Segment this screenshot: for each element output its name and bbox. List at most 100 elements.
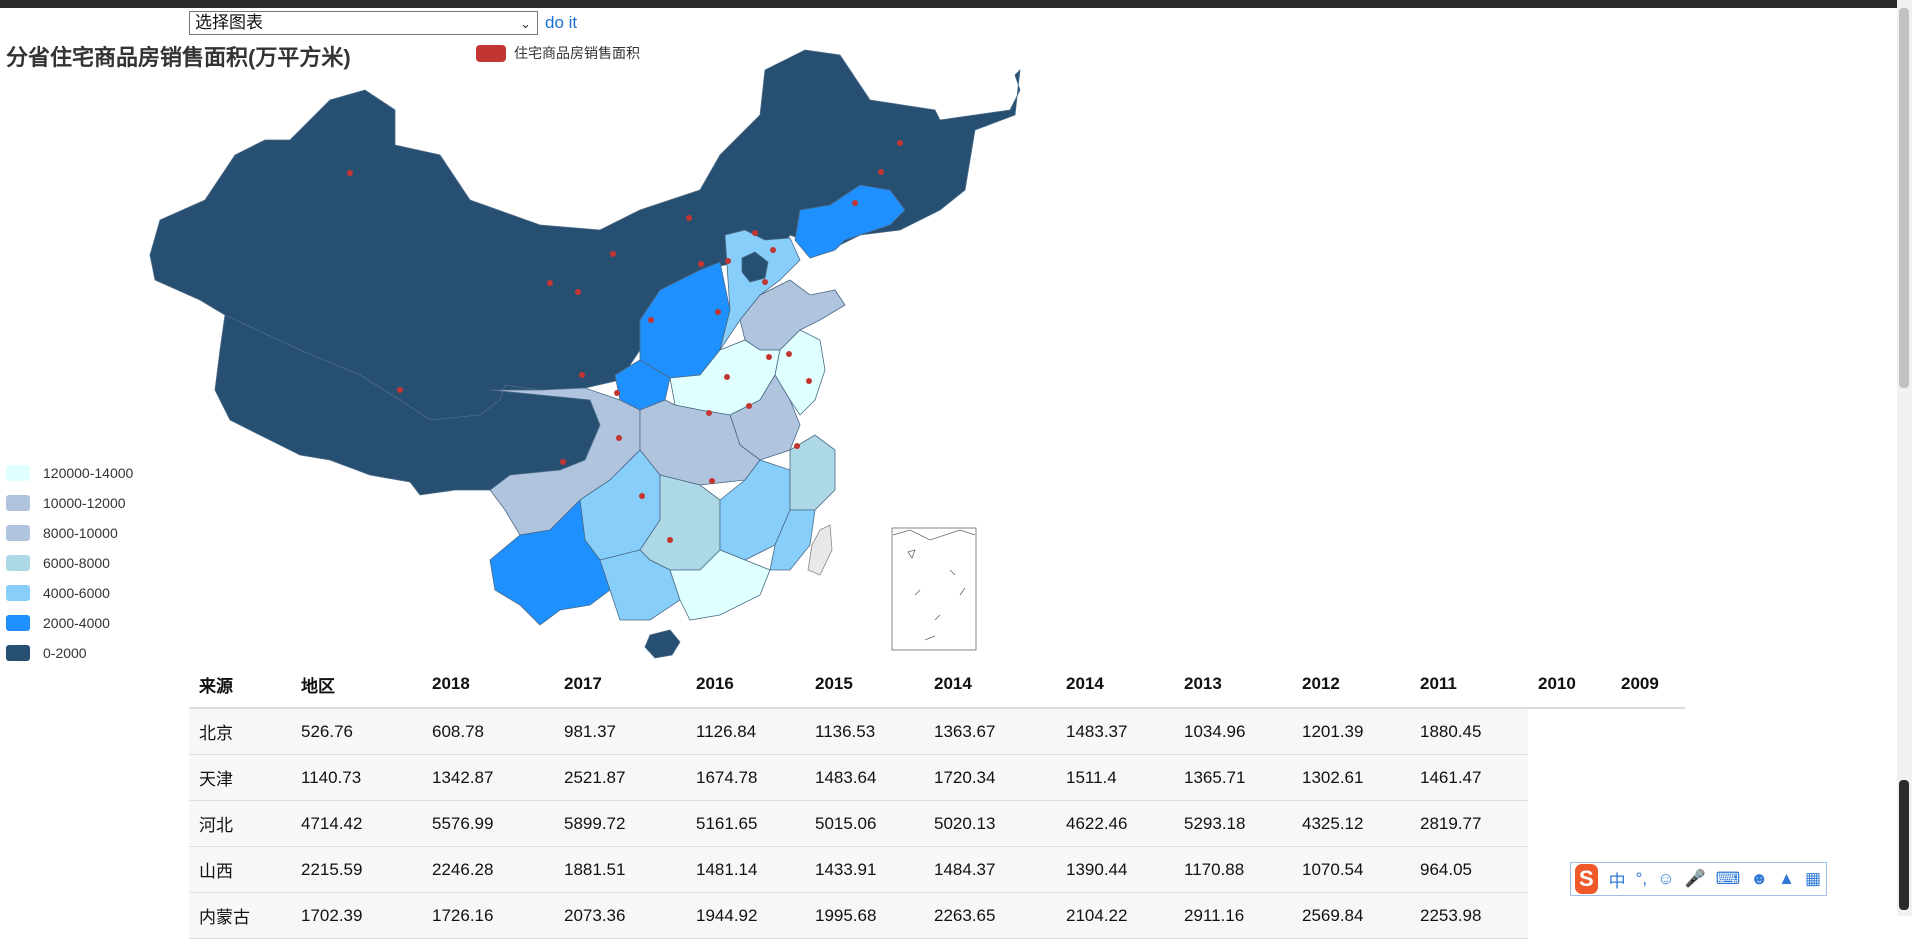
visual-map-swatch xyxy=(6,585,30,601)
visual-map-item[interactable]: 10000-12000 xyxy=(6,488,133,518)
table-row: 天津 1140.73 1342.87 2521.87 1674.78 1483.64 172… xyxy=(189,754,1685,801)
visual-map-legend: 120000-14000 10000-12000 8000-10000 6000… xyxy=(6,458,133,668)
value-cell: 5576.99 xyxy=(422,800,554,847)
visual-map-item[interactable]: 2000-4000 xyxy=(6,608,133,638)
grid-menu-icon[interactable]: ▦ xyxy=(1804,869,1821,888)
column-header: 2018 xyxy=(422,661,554,709)
province-jilin[interactable] xyxy=(794,184,906,259)
visual-map-swatch xyxy=(6,525,30,541)
visual-map-item[interactable]: 4000-6000 xyxy=(6,578,133,608)
value-cell: 1126.84 xyxy=(686,708,805,755)
value-cell: 1674.78 xyxy=(686,754,805,801)
map-title: 分省住宅商品房销售面积(万平方米) xyxy=(6,45,351,70)
value-cell: 5015.06 xyxy=(805,800,924,847)
value-cell: 1720.34 xyxy=(924,754,1056,801)
value-cell: 1363.67 xyxy=(924,708,1056,755)
table-header-row: 来源 地区 2018 2017 2016 2015 2014 2014 2013… xyxy=(189,661,1685,709)
chart-select-dropdown[interactable]: 选择图表 ⌄ xyxy=(189,11,538,35)
empty-cell xyxy=(1528,708,1611,755)
province-yunnan[interactable] xyxy=(489,499,611,626)
region-cell: 天津 xyxy=(189,754,291,801)
visual-map-swatch xyxy=(6,465,30,481)
value-cell: 1484.37 xyxy=(924,846,1056,893)
province-beijing[interactable] xyxy=(741,251,769,283)
value-cell: 1342.87 xyxy=(422,754,554,801)
value-cell: 1170.88 xyxy=(1174,846,1292,893)
value-cell: 1140.73 xyxy=(291,754,422,801)
value-cell: 1461.47 xyxy=(1410,754,1528,801)
keyboard-icon[interactable]: ⌨ xyxy=(1715,869,1741,888)
value-cell: 4325.12 xyxy=(1292,800,1410,847)
value-cell: 981.37 xyxy=(554,708,686,755)
empty-cell xyxy=(1528,754,1611,801)
skin-icon[interactable]: ▲ xyxy=(1778,869,1795,888)
chevron-down-icon: ⌄ xyxy=(520,16,531,31)
column-header: 2015 xyxy=(805,661,924,709)
visual-map-item[interactable]: 8000-10000 xyxy=(6,518,133,548)
scrollbar-thumb-active[interactable] xyxy=(1899,780,1909,910)
browser-top-bar xyxy=(0,0,1912,8)
value-cell: 1034.96 xyxy=(1174,708,1292,755)
column-header: 2014 xyxy=(924,661,1056,709)
visual-map-label: 4000-6000 xyxy=(43,585,110,601)
visual-map-label: 6000-8000 xyxy=(43,555,110,571)
value-cell: 608.78 xyxy=(422,708,554,755)
visual-map-label: 2000-4000 xyxy=(43,615,110,631)
visual-map-item[interactable]: 0-2000 xyxy=(6,638,133,668)
region-cell: 河北 xyxy=(189,800,291,847)
series-legend-label: 住宅商品房销售面积 xyxy=(514,45,640,61)
value-cell: 1481.14 xyxy=(686,846,805,893)
visual-map-label: 8000-10000 xyxy=(43,525,118,541)
series-legend-swatch xyxy=(476,44,506,62)
value-cell: 1881.51 xyxy=(554,846,686,893)
emoji-icon[interactable]: ☺ xyxy=(1657,869,1675,888)
value-cell: 1302.61 xyxy=(1292,754,1410,801)
region-cell: 山西 xyxy=(189,846,291,893)
data-table: 来源 地区 2018 2017 2016 2015 2014 2014 2013… xyxy=(189,661,1685,939)
empty-cell xyxy=(1611,708,1685,755)
sogou-logo-icon[interactable]: S xyxy=(1575,864,1598,894)
value-cell: 1483.37 xyxy=(1056,708,1174,755)
column-header: 2009 xyxy=(1611,661,1685,709)
value-cell: 526.76 xyxy=(291,708,422,755)
scrollbar-thumb[interactable] xyxy=(1899,8,1909,388)
value-cell: 4622.46 xyxy=(1056,800,1174,847)
value-cell: 2246.28 xyxy=(422,846,554,893)
province-hainan[interactable] xyxy=(644,629,681,659)
ime-punctuation-toggle[interactable]: °, xyxy=(1635,869,1648,888)
microphone-icon[interactable]: 🎤 xyxy=(1684,869,1706,888)
province-taiwan[interactable] xyxy=(807,524,833,576)
visual-map-label: 10000-12000 xyxy=(43,495,126,511)
column-header: 2010 xyxy=(1528,661,1611,709)
series-legend[interactable]: 住宅商品房销售面积 xyxy=(476,43,640,63)
china-map xyxy=(149,49,1021,659)
value-cell: 1070.54 xyxy=(1292,846,1410,893)
value-cell: 5020.13 xyxy=(924,800,1056,847)
visual-map-item[interactable]: 120000-14000 xyxy=(6,458,133,488)
value-cell: 4714.42 xyxy=(291,800,422,847)
value-cell: 5899.72 xyxy=(554,800,686,847)
value-cell: 5293.18 xyxy=(1174,800,1292,847)
series-points xyxy=(347,140,903,543)
value-cell: 2521.87 xyxy=(554,754,686,801)
ime-language-toggle[interactable]: 中 xyxy=(1608,871,1626,891)
user-icon[interactable]: ☻ xyxy=(1750,869,1769,888)
province-guangdong[interactable] xyxy=(669,549,771,621)
value-cell: 1136.53 xyxy=(805,708,924,755)
do-it-link[interactable]: do it xyxy=(545,13,578,32)
visual-map-swatch xyxy=(6,645,30,661)
value-cell: 1880.45 xyxy=(1410,708,1528,755)
visual-map-label: 120000-14000 xyxy=(43,465,134,481)
column-header: 来源 xyxy=(189,661,291,709)
visual-map-item[interactable]: 6000-8000 xyxy=(6,548,133,578)
visual-map-swatch xyxy=(6,615,30,631)
column-header: 2012 xyxy=(1292,661,1410,709)
column-header: 2013 xyxy=(1174,661,1292,709)
value-cell: 5161.65 xyxy=(686,800,805,847)
table-row: 河北 4714.42 5576.99 5899.72 5161.65 5015.06 502… xyxy=(189,800,1685,847)
empty-cell xyxy=(1611,800,1685,847)
column-header: 2011 xyxy=(1410,661,1528,709)
chart-select-value: 选择图表 xyxy=(195,13,263,32)
column-header: 2014 xyxy=(1056,661,1174,709)
province-zhejiang[interactable] xyxy=(789,434,836,511)
